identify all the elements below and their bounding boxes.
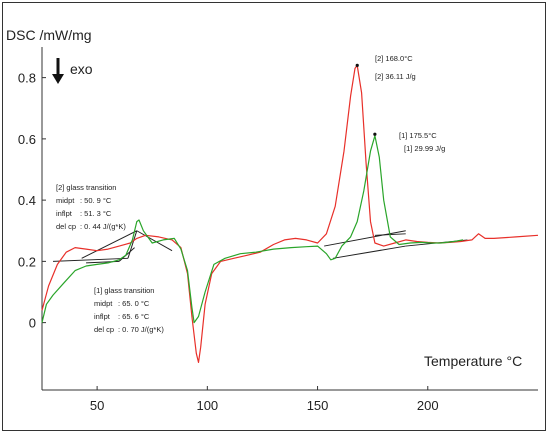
peak1-area-label: [1] 29.99 J/g xyxy=(404,144,445,153)
y-tick-label: 0 xyxy=(29,316,36,331)
glass-transition-2-annotation: [2] glass transition midpt : 50. 9 °C in… xyxy=(56,183,126,231)
gt1-inflpt-value: : 65. 6 °C xyxy=(118,312,150,321)
y-tick-label: 0.8 xyxy=(18,71,36,86)
gt1-delcp-value: : 0. 70 J/(g*K) xyxy=(118,325,164,334)
x-tick-label: 150 xyxy=(307,398,329,413)
chart-frame xyxy=(2,2,546,431)
peak1-temp-label: [1] 175.5°C xyxy=(399,131,437,140)
peak1-annotation: [1] 175.5°C [1] 29.99 J/g xyxy=(399,131,445,153)
series-group xyxy=(41,64,539,363)
gt1-midpt-label: midpt xyxy=(94,299,113,308)
gt1-title: [1] glass transition xyxy=(94,286,154,295)
gt2-inflpt-label: inflpt xyxy=(56,209,73,218)
baseline-segment xyxy=(136,230,173,252)
exo-label: exo xyxy=(70,61,93,77)
y-ticks: 0 0.2 0.4 0.6 0.8 xyxy=(18,71,46,331)
peak2-annotation: [2] 168.0°C [2] 36.11 J/g xyxy=(375,54,416,81)
baseline-segment xyxy=(81,230,138,259)
gt1-inflpt-label: inflpt xyxy=(94,312,111,321)
red-series-line xyxy=(41,64,539,363)
peak-markers xyxy=(355,63,377,136)
exo-indicator: exo xyxy=(52,58,93,84)
peak2-temp-label: [2] 168.0°C xyxy=(375,54,413,63)
y-axis-label: DSC /mW/mg xyxy=(6,27,92,43)
peak2-area-label: [2] 36.11 J/g xyxy=(375,72,416,81)
peak-marker xyxy=(373,132,377,136)
gt2-delcp-value: : 0. 44 J/(g*K) xyxy=(80,222,126,231)
x-tick-label: 50 xyxy=(90,398,104,413)
x-axis-label: Temperature °C xyxy=(424,353,522,369)
baseline-segment xyxy=(324,230,406,247)
x-tick-label: 100 xyxy=(196,398,218,413)
gt2-inflpt-value: : 51. 3 °C xyxy=(80,209,112,218)
gt2-title: [2] glass transition xyxy=(56,183,116,192)
gt2-midpt-value: : 50. 9 °C xyxy=(80,196,112,205)
gt2-midpt-label: midpt xyxy=(56,196,75,205)
y-tick-label: 0.4 xyxy=(18,193,36,208)
baseline-segment xyxy=(53,257,128,262)
baseline-segment xyxy=(118,247,135,262)
exo-arrow-head xyxy=(52,74,64,84)
x-ticks: 50 100 150 200 xyxy=(90,386,439,413)
x-tick-label: 200 xyxy=(417,398,439,413)
baseline-segment xyxy=(332,245,406,259)
gt1-delcp-label: del cp xyxy=(94,325,114,334)
baseline-segment xyxy=(127,230,138,259)
glass-transition-1-annotation: [1] glass transition midpt : 65. 0 °C in… xyxy=(94,286,164,334)
gt1-midpt-value: : 65. 0 °C xyxy=(118,299,150,308)
peak-marker xyxy=(355,63,359,67)
gt2-delcp-label: del cp xyxy=(56,222,76,231)
green-series-line xyxy=(41,135,464,324)
y-tick-label: 0.2 xyxy=(18,254,36,269)
y-tick-label: 0.6 xyxy=(18,132,36,147)
